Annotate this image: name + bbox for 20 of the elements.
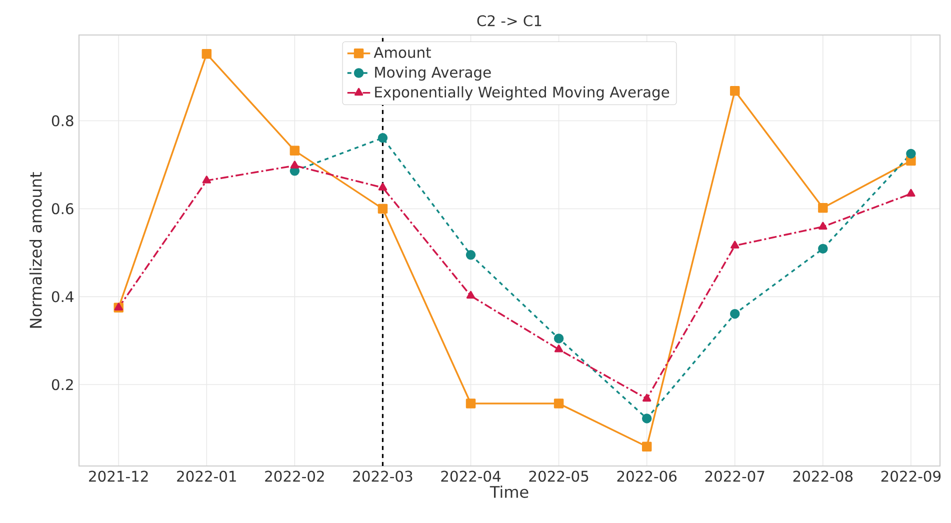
x-tick-label: 2022-03 xyxy=(353,470,412,482)
x-tick-label: 2022-08 xyxy=(793,470,853,482)
x-axis-title: Time xyxy=(490,486,528,498)
legend-label: Exponentially Weighted Moving Average xyxy=(375,86,670,100)
y-tick-label: 0.8 xyxy=(52,115,74,126)
x-tick-label: 2022-02 xyxy=(265,470,324,482)
x-tick-label: 2022-04 xyxy=(441,470,501,482)
y-tick-label: 0.6 xyxy=(52,203,74,214)
x-tick-label: 2022-09 xyxy=(881,470,941,482)
x-tick-label: 2022-05 xyxy=(529,470,588,482)
y-axis-title: Normalized amount xyxy=(29,172,42,328)
legend-label: Amount xyxy=(374,47,431,58)
y-tick-label: 0.2 xyxy=(52,379,73,390)
y-tick-label: 0.4 xyxy=(52,291,74,302)
x-tick-label: 2022-01 xyxy=(177,470,236,482)
legend-label: Moving Average xyxy=(375,66,491,81)
x-tick-label: 2022-06 xyxy=(617,470,677,482)
x-tick-label: 2021-12 xyxy=(89,470,148,482)
chart-title: C2 -> C1 xyxy=(477,15,542,26)
x-tick-label: 2022-07 xyxy=(705,470,764,482)
